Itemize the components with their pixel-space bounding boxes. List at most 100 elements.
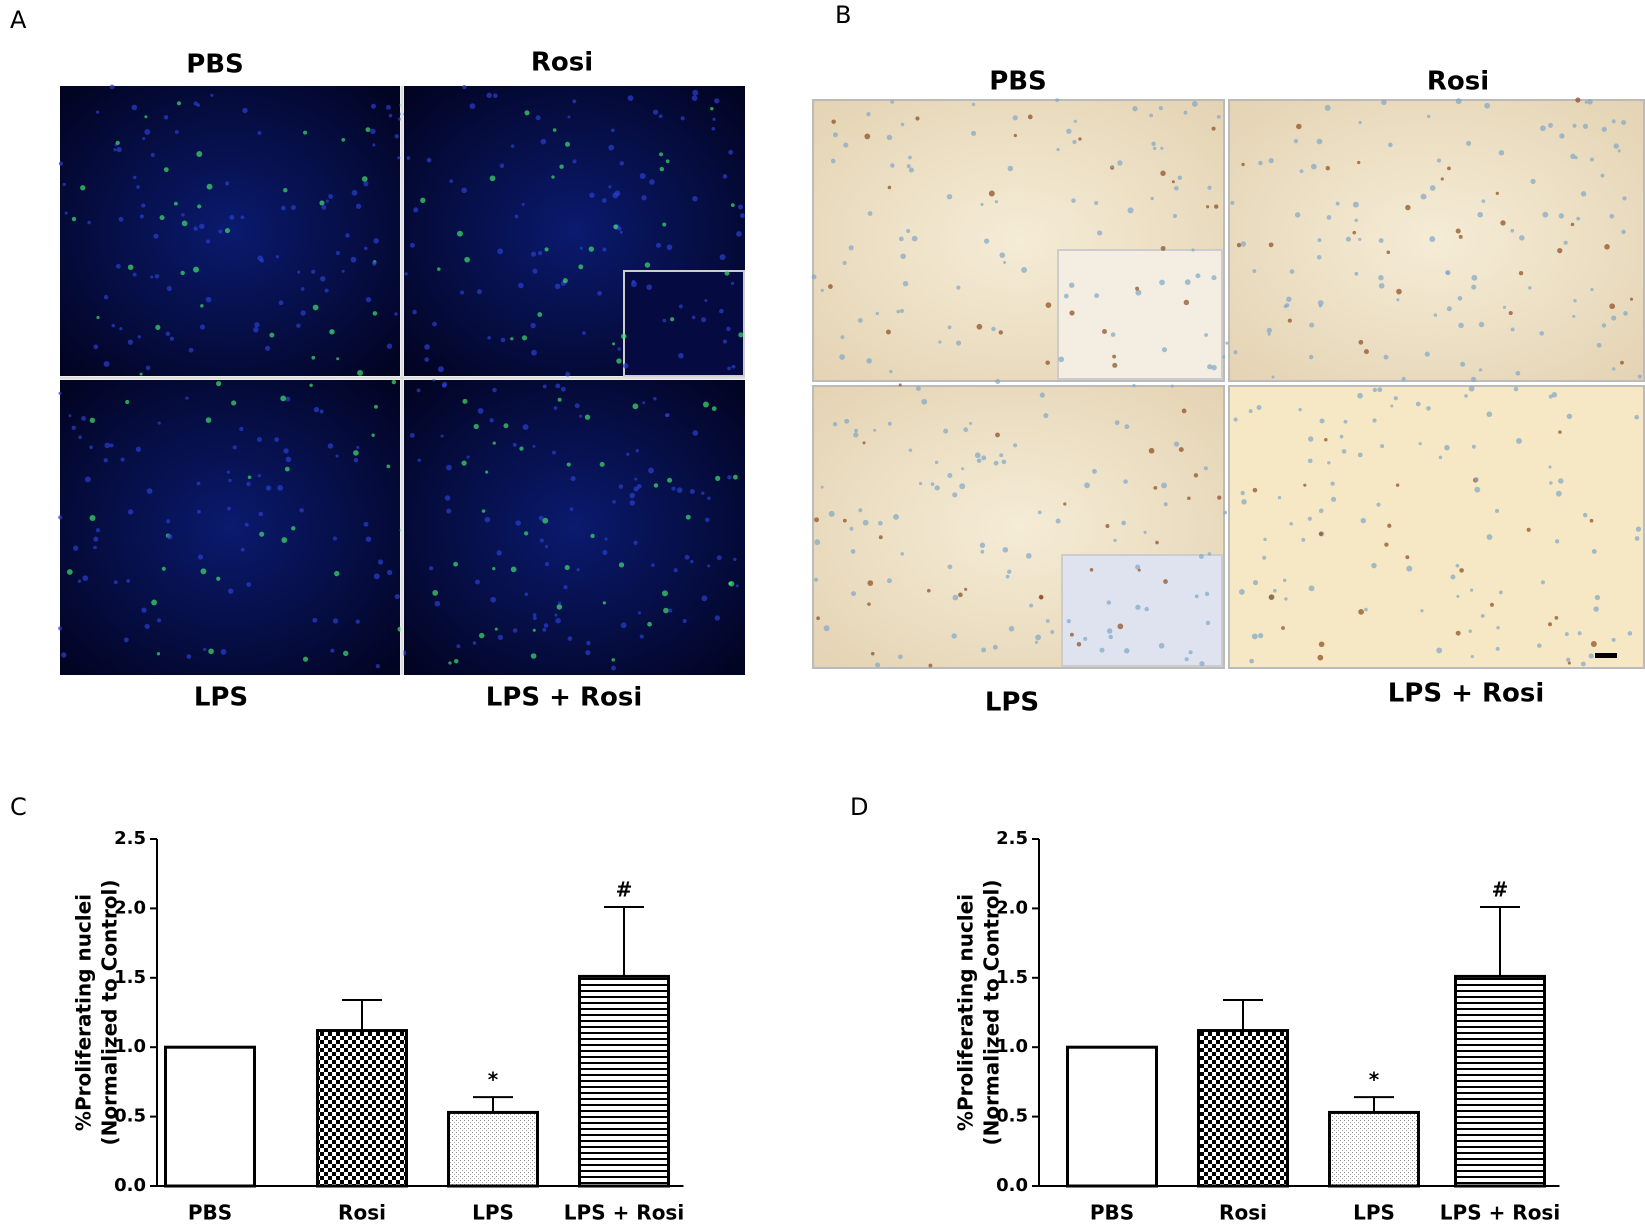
cell xyxy=(971,102,976,107)
cell xyxy=(228,478,232,483)
cell xyxy=(1089,568,1094,572)
cell xyxy=(163,115,169,120)
x-tick-label: Rosi xyxy=(1219,1201,1267,1225)
cell xyxy=(1518,271,1524,276)
cell xyxy=(335,250,340,256)
cell xyxy=(58,391,62,395)
cell xyxy=(497,634,504,641)
cell xyxy=(979,542,986,548)
cell xyxy=(1371,562,1377,569)
cell xyxy=(1153,485,1158,490)
cell xyxy=(853,432,859,438)
cell xyxy=(1635,526,1642,532)
cell xyxy=(364,246,368,251)
cell xyxy=(862,519,869,526)
cell xyxy=(1240,241,1246,247)
cell xyxy=(1601,323,1607,328)
cell xyxy=(444,495,451,501)
cell xyxy=(1076,642,1082,647)
cell xyxy=(993,460,999,466)
cell xyxy=(1217,495,1222,500)
cell xyxy=(662,318,667,323)
cell xyxy=(823,625,830,632)
cell xyxy=(644,262,651,268)
cell xyxy=(71,216,77,222)
cell xyxy=(620,622,627,629)
cell xyxy=(1621,229,1626,235)
cell xyxy=(811,274,817,280)
cell xyxy=(554,613,558,617)
cell xyxy=(943,428,949,434)
cell xyxy=(732,474,738,480)
cell xyxy=(690,559,694,564)
cell xyxy=(155,324,161,330)
cell xyxy=(327,443,334,449)
cell xyxy=(728,581,732,586)
cell xyxy=(280,395,287,402)
cell xyxy=(409,432,415,438)
cell xyxy=(417,458,421,462)
cell xyxy=(1007,165,1014,172)
cell xyxy=(492,93,498,99)
cell xyxy=(1486,411,1493,418)
cell xyxy=(544,544,549,549)
cell xyxy=(1426,406,1431,411)
cell xyxy=(1498,590,1503,595)
cell xyxy=(448,661,452,665)
cell xyxy=(1084,482,1090,489)
cell xyxy=(218,229,223,234)
image-label: LPS xyxy=(194,683,248,713)
cell xyxy=(103,458,108,463)
cell xyxy=(166,286,172,292)
cell xyxy=(898,236,904,242)
cell xyxy=(898,383,902,387)
cell xyxy=(181,220,188,227)
cell xyxy=(1458,234,1463,239)
cell xyxy=(1135,289,1142,296)
cell xyxy=(391,379,397,385)
cell xyxy=(1436,647,1443,654)
cell xyxy=(1144,606,1149,612)
cell xyxy=(345,233,350,238)
cell xyxy=(813,577,819,582)
cell xyxy=(576,568,580,572)
cell xyxy=(95,528,101,533)
cell xyxy=(902,280,909,287)
cell xyxy=(365,127,371,133)
cell xyxy=(1160,146,1164,150)
cell xyxy=(632,403,639,410)
cell xyxy=(889,369,893,374)
cell xyxy=(692,430,699,436)
cell xyxy=(1174,441,1180,447)
cell xyxy=(1204,591,1210,597)
cell xyxy=(661,590,668,597)
cell xyxy=(1039,595,1044,600)
cell xyxy=(1307,458,1313,464)
cell xyxy=(123,637,129,643)
cell xyxy=(685,514,691,520)
cell xyxy=(1387,523,1392,528)
cell xyxy=(927,588,931,593)
cell xyxy=(135,446,142,452)
image xyxy=(60,380,400,675)
cell xyxy=(555,383,561,389)
cell xyxy=(1378,282,1385,289)
cell xyxy=(111,323,115,328)
cell xyxy=(564,565,570,571)
cell xyxy=(372,143,376,147)
cell xyxy=(1596,342,1602,348)
cell xyxy=(167,533,173,540)
cell xyxy=(908,448,913,452)
cell xyxy=(969,421,973,425)
cell xyxy=(1324,104,1331,111)
cell xyxy=(1172,213,1177,219)
cell xyxy=(181,213,185,217)
cell xyxy=(1591,548,1597,554)
cell xyxy=(319,200,325,206)
cell xyxy=(156,652,161,656)
cell xyxy=(630,281,637,288)
cell xyxy=(722,174,728,179)
cell xyxy=(1309,322,1315,328)
cell xyxy=(1216,115,1221,119)
cell xyxy=(1549,481,1553,485)
